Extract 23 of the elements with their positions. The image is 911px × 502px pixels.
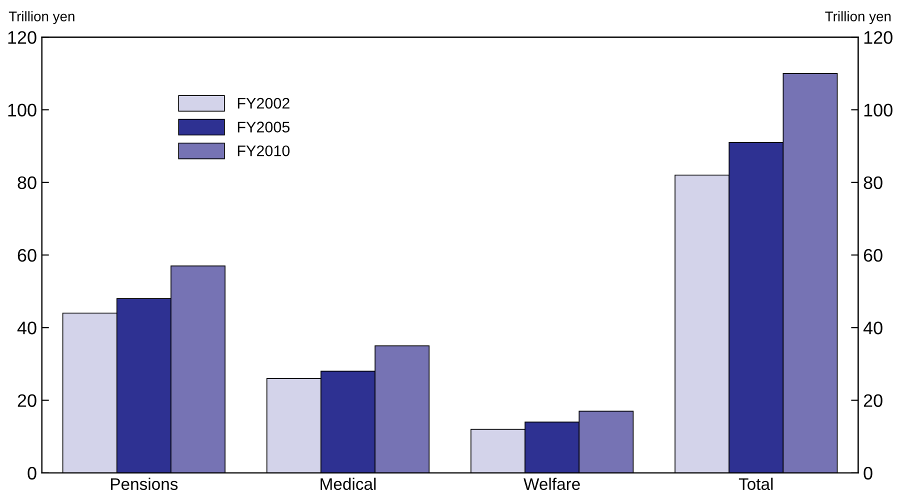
- y-tick-label: 120: [8, 31, 36, 44]
- y-tick-label: 60: [18, 248, 36, 262]
- y2-tick-label: 40: [863, 322, 882, 334]
- y-tick-label: 80: [18, 176, 36, 190]
- legend-label: FY2010: [238, 145, 290, 156]
- y2-tick-label: 120: [864, 31, 892, 44]
- y-tick-label: 100: [8, 104, 36, 116]
- y-tick-label: 20: [18, 394, 36, 407]
- y2-tick-label: 0: [864, 466, 872, 480]
- y-tick-label: 40: [17, 322, 36, 334]
- x-tick-label: Pensions: [111, 478, 178, 490]
- y2-tick-label: 60: [864, 248, 882, 262]
- x-tick-label: Welfare: [524, 478, 580, 490]
- y-axis-title: Trillion yen: [8, 11, 74, 24]
- legend-label: FY2002: [238, 98, 290, 109]
- y2-tick-label: 100: [864, 104, 892, 116]
- x-tick-label: Medical: [320, 478, 376, 490]
- y2-tick-label: 80: [864, 176, 882, 190]
- y-tick-label: 0: [28, 466, 36, 480]
- y2-tick-label: 20: [864, 394, 882, 407]
- legend-label: FY2005: [238, 122, 290, 132]
- y2-axis-title: Trillion yen: [825, 11, 891, 24]
- x-tick-label: Total: [738, 478, 773, 490]
